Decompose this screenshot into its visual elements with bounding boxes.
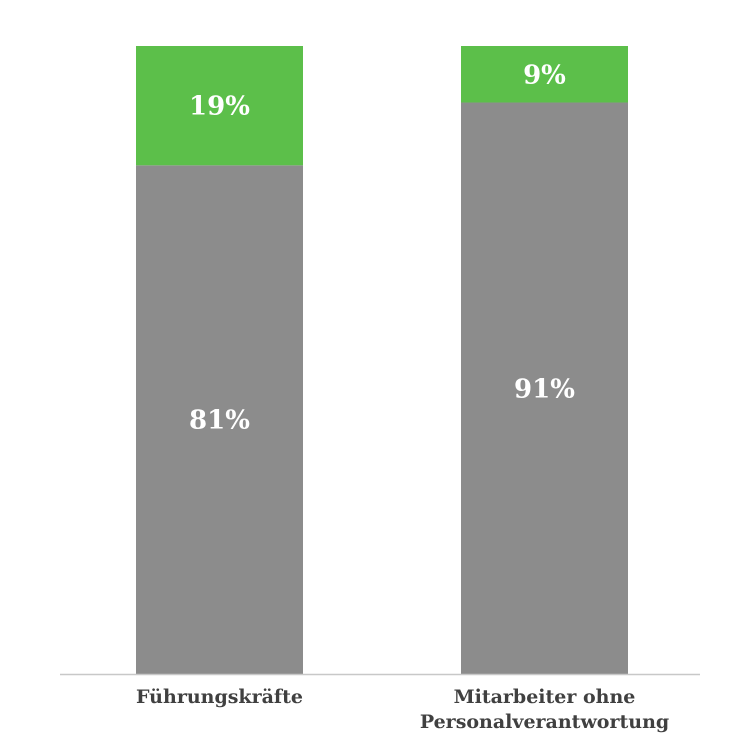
data-label-green-1: 19% <box>189 92 250 122</box>
category-label-2-line-1: Mitarbeiter ohne <box>454 686 636 708</box>
data-label-gray-2: 91% <box>514 374 575 404</box>
bar-segment-green-1 <box>136 46 303 166</box>
bar-segment-green-2 <box>461 46 628 103</box>
bars-group <box>136 46 628 674</box>
category-label-2-line-2: Personalverantwortung <box>420 711 669 733</box>
bar-segment-gray-2 <box>461 102 628 674</box>
category-labels-group: Führungskräfte Mitarbeiter ohne Personalve… <box>136 686 669 733</box>
bar-segment-gray-1 <box>136 165 303 674</box>
data-label-gray-1: 81% <box>189 406 250 436</box>
segment-labels-group: 81% 19% 91% 9% <box>189 60 575 435</box>
category-label-1-line-1: Führungskräfte <box>136 686 303 708</box>
data-label-green-2: 9% <box>523 60 566 90</box>
